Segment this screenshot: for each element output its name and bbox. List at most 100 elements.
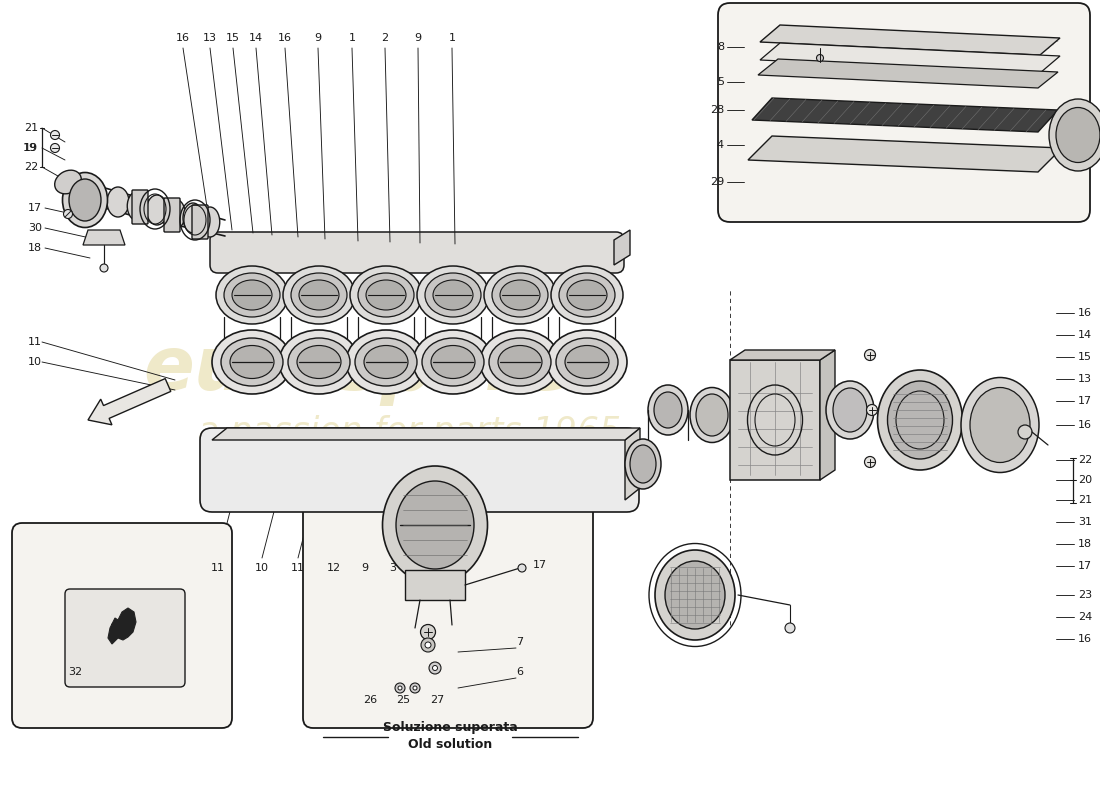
FancyBboxPatch shape xyxy=(65,589,185,687)
Text: 11: 11 xyxy=(292,563,305,573)
Circle shape xyxy=(410,683,420,693)
Text: 5: 5 xyxy=(717,77,724,87)
Polygon shape xyxy=(212,428,640,440)
Ellipse shape xyxy=(292,273,346,317)
Ellipse shape xyxy=(183,203,204,233)
FancyBboxPatch shape xyxy=(718,3,1090,222)
Ellipse shape xyxy=(358,273,414,317)
Circle shape xyxy=(785,623,795,633)
Polygon shape xyxy=(730,350,835,360)
Text: 16: 16 xyxy=(1078,308,1092,318)
Text: 21: 21 xyxy=(1078,495,1092,505)
Ellipse shape xyxy=(648,385,688,435)
Circle shape xyxy=(425,642,431,648)
Text: 17: 17 xyxy=(532,560,547,570)
Polygon shape xyxy=(820,350,835,480)
Text: 1: 1 xyxy=(449,33,455,43)
Circle shape xyxy=(432,666,438,670)
Text: 8: 8 xyxy=(717,42,724,52)
Circle shape xyxy=(421,638,434,652)
Ellipse shape xyxy=(690,387,734,442)
FancyArrow shape xyxy=(88,378,170,425)
Polygon shape xyxy=(760,43,1060,73)
Ellipse shape xyxy=(431,346,475,378)
Polygon shape xyxy=(82,230,125,245)
Ellipse shape xyxy=(412,330,493,394)
Ellipse shape xyxy=(216,266,288,324)
Ellipse shape xyxy=(146,195,167,225)
Ellipse shape xyxy=(480,330,560,394)
Circle shape xyxy=(865,457,876,467)
Circle shape xyxy=(64,210,73,218)
Text: 19: 19 xyxy=(23,143,37,153)
Text: 9: 9 xyxy=(315,33,321,43)
Text: 2: 2 xyxy=(382,33,388,43)
Circle shape xyxy=(865,350,876,361)
Ellipse shape xyxy=(547,330,627,394)
Ellipse shape xyxy=(556,338,618,386)
Polygon shape xyxy=(760,25,1060,55)
Text: 11: 11 xyxy=(211,563,226,573)
Circle shape xyxy=(1018,425,1032,439)
Ellipse shape xyxy=(55,170,81,194)
Text: 31: 31 xyxy=(1078,517,1092,527)
Ellipse shape xyxy=(346,330,426,394)
Ellipse shape xyxy=(232,280,272,310)
Ellipse shape xyxy=(551,266,623,324)
Ellipse shape xyxy=(490,338,551,386)
Text: 21: 21 xyxy=(24,123,38,133)
Circle shape xyxy=(51,143,59,153)
Text: a passion for parts 1965: a passion for parts 1965 xyxy=(198,415,622,449)
Ellipse shape xyxy=(833,388,867,432)
Text: 17: 17 xyxy=(1078,561,1092,571)
Ellipse shape xyxy=(826,381,875,439)
Circle shape xyxy=(867,405,878,415)
Ellipse shape xyxy=(364,346,408,378)
Text: 9: 9 xyxy=(415,33,421,43)
Text: eurospares: eurospares xyxy=(143,334,617,406)
Text: 12: 12 xyxy=(327,563,341,573)
Ellipse shape xyxy=(500,280,540,310)
Text: Old solution: Old solution xyxy=(408,738,492,750)
Text: 17: 17 xyxy=(1078,396,1092,406)
Ellipse shape xyxy=(654,550,735,640)
FancyBboxPatch shape xyxy=(164,198,180,232)
Text: 17: 17 xyxy=(28,203,42,213)
Ellipse shape xyxy=(366,280,406,310)
Text: 18: 18 xyxy=(1078,539,1092,549)
Text: 16: 16 xyxy=(1078,634,1092,644)
Ellipse shape xyxy=(212,330,292,394)
Ellipse shape xyxy=(288,338,350,386)
Circle shape xyxy=(51,130,59,139)
Text: 15: 15 xyxy=(1078,352,1092,362)
Text: 4: 4 xyxy=(717,140,724,150)
Ellipse shape xyxy=(484,266,556,324)
Text: 15: 15 xyxy=(226,33,240,43)
Ellipse shape xyxy=(165,199,185,229)
Circle shape xyxy=(420,625,436,639)
Text: 14: 14 xyxy=(1078,330,1092,340)
Ellipse shape xyxy=(1049,99,1100,171)
Polygon shape xyxy=(752,98,1058,132)
Ellipse shape xyxy=(383,466,487,584)
Text: 13: 13 xyxy=(204,33,217,43)
Circle shape xyxy=(100,264,108,272)
Text: 16: 16 xyxy=(278,33,292,43)
Text: Soluzione superata: Soluzione superata xyxy=(383,721,517,734)
Text: 22: 22 xyxy=(24,162,38,172)
Ellipse shape xyxy=(654,392,682,428)
Circle shape xyxy=(395,683,405,693)
Ellipse shape xyxy=(961,378,1040,473)
Ellipse shape xyxy=(492,273,548,317)
Polygon shape xyxy=(625,428,640,500)
FancyBboxPatch shape xyxy=(132,190,148,224)
Ellipse shape xyxy=(297,346,341,378)
Text: 16: 16 xyxy=(1078,420,1092,430)
Ellipse shape xyxy=(666,561,725,629)
Text: 18: 18 xyxy=(28,243,42,253)
Polygon shape xyxy=(405,570,465,600)
Text: 28: 28 xyxy=(710,105,724,115)
Text: 25: 25 xyxy=(396,695,410,705)
Ellipse shape xyxy=(224,273,280,317)
Ellipse shape xyxy=(878,370,962,470)
